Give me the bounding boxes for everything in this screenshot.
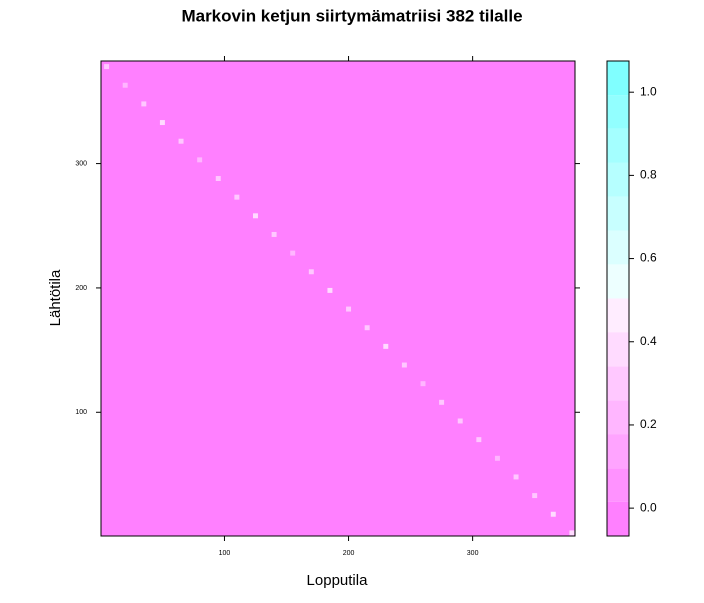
heatmap-cell: [215, 176, 221, 181]
heatmap-cell: [550, 511, 556, 517]
colorbar-bin: [607, 61, 629, 96]
colorbar-bin: [607, 366, 629, 401]
heatmap-cell: [178, 138, 184, 144]
colorbar-tick-label: 1.0: [640, 84, 657, 98]
heatmap-cell: [401, 362, 407, 368]
colorbar-tick-label: 0.4: [640, 334, 657, 348]
heatmap-cell: [253, 213, 258, 219]
heatmap-cell: [327, 287, 333, 293]
colorbar-bin: [607, 162, 629, 197]
y-axis-label: Lähtötila: [47, 269, 64, 326]
heatmap-cell: [457, 418, 463, 424]
chart-title: Markovin ketjun siirtymämatriisi 382 til…: [181, 6, 522, 25]
heatmap-cell: [290, 250, 296, 256]
colorbar-bin: [607, 230, 629, 265]
colorbar-bin: [607, 264, 629, 299]
y-tick-label: 100: [75, 409, 87, 416]
heatmap-cell: [104, 64, 110, 70]
colorbar-tick-label: 0.6: [640, 251, 657, 265]
heatmap-cell: [346, 306, 352, 312]
heatmap-cell: [364, 325, 370, 331]
heatmap-cell: [420, 381, 426, 387]
heatmap-cell: [122, 82, 128, 88]
y-tick-label: 300: [75, 160, 87, 167]
heatmap-cell: [532, 493, 538, 499]
colorbar-frame: [606, 60, 630, 537]
heatmap-cell: [308, 269, 314, 275]
colorbar-bin: [607, 400, 629, 435]
colorbar-bin: [607, 434, 629, 469]
heatmap-cell: [234, 194, 240, 200]
heatmap-cell: [494, 455, 500, 461]
heatmap-cell: [513, 474, 519, 480]
colorbar-bin: [607, 468, 629, 502]
heatmap-cell: [569, 530, 575, 536]
x-axis-label: Lopputila: [307, 572, 369, 589]
colorbar-bin: [607, 501, 629, 536]
x-tick-label: 200: [343, 550, 355, 557]
colorbar-bin: [607, 298, 629, 333]
x-tick-label: 100: [219, 550, 231, 557]
heatmap-background: [101, 61, 575, 536]
plot-frame: [100, 60, 576, 537]
heatmap-cell: [141, 101, 147, 107]
colorbar-bin: [607, 196, 629, 231]
x-tick-label: 300: [467, 550, 479, 557]
colorbar-tick-label: 0.0: [640, 500, 657, 514]
heatmap-cell: [439, 399, 445, 405]
heatmap-cell: [383, 343, 389, 349]
colorbar-bin: [607, 128, 629, 163]
y-tick-label: 200: [75, 285, 87, 292]
colorbar-bin: [607, 332, 629, 367]
heatmap-cell: [159, 120, 165, 126]
colorbar-tick-label: 0.8: [640, 168, 657, 182]
heatmap-cell: [197, 157, 203, 163]
colorbar-tick-label: 0.2: [640, 417, 657, 431]
colorbar-bin: [607, 95, 629, 129]
heatmap-cell: [476, 437, 482, 443]
heatmap-cell: [271, 231, 277, 237]
